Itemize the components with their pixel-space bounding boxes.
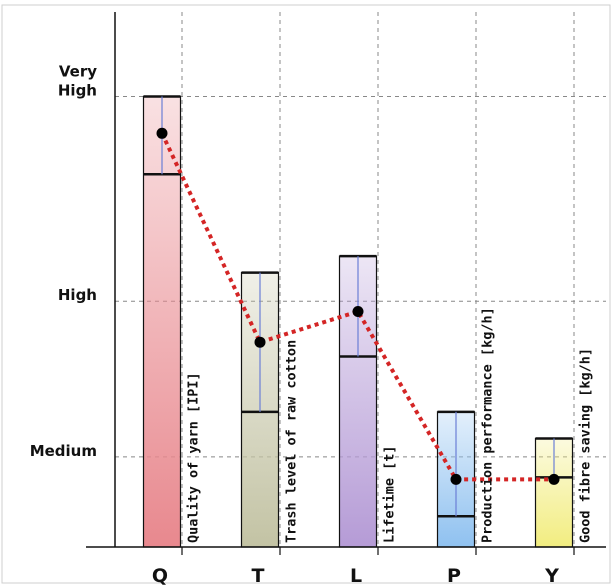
x-tick-label: Q — [152, 565, 168, 587]
x-tick-label: Y — [544, 565, 559, 587]
bar-description-label: Quality of yarn [IPI] — [186, 372, 202, 543]
axis-layer — [86, 12, 606, 555]
bar-description-label: Lifetime [t] — [382, 445, 398, 543]
mean-point — [156, 127, 168, 139]
mean-layer — [156, 127, 560, 485]
y-tick-label: Very — [59, 62, 97, 80]
bar-description-label: Good fibre saving [kg/h] — [578, 348, 594, 543]
mean-line — [160, 132, 554, 482]
y-tick-label: High — [58, 81, 97, 99]
mean-point — [548, 473, 560, 485]
mean-point — [352, 305, 364, 317]
mean-point — [450, 473, 462, 485]
x-tick-label: L — [350, 565, 362, 587]
x-tick-label: T — [252, 565, 265, 587]
outer-frame — [1, 4, 611, 584]
y-tick-label: High — [58, 286, 97, 304]
grid-layer — [115, 12, 606, 547]
bar-layer — [142, 95, 574, 548]
mean-point — [254, 336, 266, 348]
y-tick-label: Medium — [30, 442, 97, 460]
bar-description-label: Trash level of raw cotton — [284, 340, 300, 543]
bar-description-label: Production performance [kg/h] — [480, 307, 496, 543]
x-tick-label: P — [447, 565, 461, 587]
